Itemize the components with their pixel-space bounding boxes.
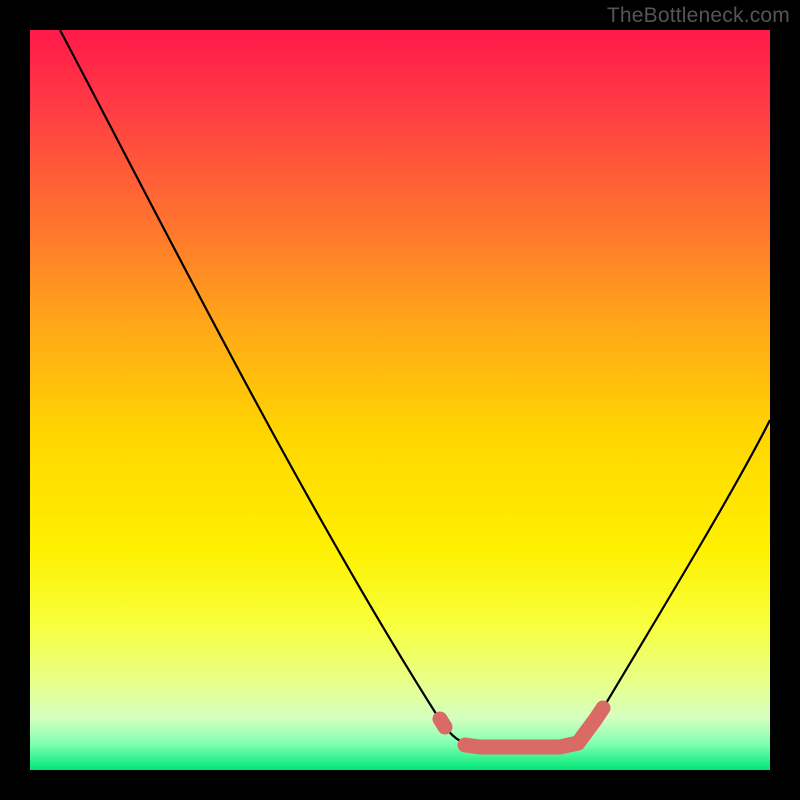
bottleneck-chart: [0, 0, 800, 800]
highlight-segment-left: [440, 719, 445, 727]
watermark-text: TheBottleneck.com: [607, 4, 790, 28]
gradient-background: [30, 30, 770, 770]
